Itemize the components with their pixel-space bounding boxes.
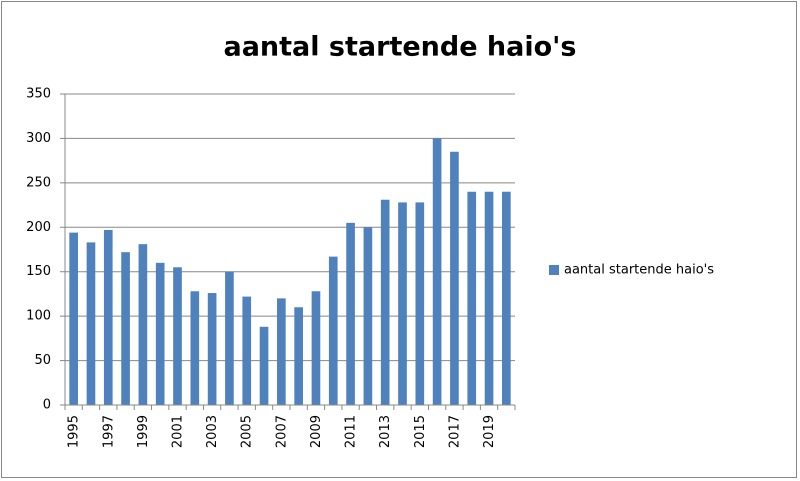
bar [450, 151, 459, 405]
bar [432, 138, 442, 405]
y-tick-label: 100 [26, 309, 51, 324]
bar [86, 242, 96, 405]
x-tick-label: 1997 [101, 415, 116, 448]
x-tick-label: 2003 [205, 415, 220, 448]
y-tick-label: 350 [26, 87, 51, 102]
bar [484, 191, 494, 405]
x-tick-label: 2019 [482, 415, 497, 448]
bar [121, 252, 130, 405]
y-tick-label: 250 [26, 175, 51, 190]
x-tick-label: 2005 [240, 415, 255, 448]
bar [398, 202, 407, 405]
bar [502, 191, 511, 405]
chart-title: aantal startende haio's [223, 32, 576, 63]
bar [467, 191, 477, 405]
bar [207, 293, 217, 405]
bar [155, 262, 165, 405]
bar [103, 229, 113, 405]
x-tick-label: 2009 [309, 415, 324, 448]
bar [311, 291, 321, 405]
bar [69, 232, 78, 405]
legend-label: aantal startende haio's [564, 263, 714, 278]
x-tick-label: 2013 [378, 415, 393, 448]
x-tick-label: 1995 [67, 415, 82, 448]
y-tick-label: 200 [26, 220, 51, 235]
bar [173, 267, 182, 405]
y-tick-label: 50 [34, 353, 51, 368]
x-tick-label: 2017 [447, 415, 462, 448]
x-tick-label: 2007 [274, 415, 289, 448]
bar [225, 271, 234, 405]
y-tick-label: 300 [26, 131, 51, 146]
bar [242, 296, 252, 405]
x-tick-label: 2015 [413, 415, 428, 448]
bar [328, 256, 338, 405]
bar [259, 326, 269, 405]
bar [190, 291, 200, 405]
bar [138, 244, 148, 405]
bar [380, 199, 390, 405]
x-tick-label: 1999 [136, 415, 151, 448]
y-tick-label: 150 [26, 264, 51, 279]
bar [346, 222, 355, 405]
bar [363, 227, 373, 405]
bar [415, 202, 425, 405]
x-tick-label: 2001 [171, 415, 186, 448]
y-tick-label: 0 [43, 398, 51, 413]
x-tick-label: 2011 [344, 415, 359, 448]
legend-swatch [549, 265, 559, 275]
bar [294, 307, 303, 405]
bar [277, 298, 286, 405]
